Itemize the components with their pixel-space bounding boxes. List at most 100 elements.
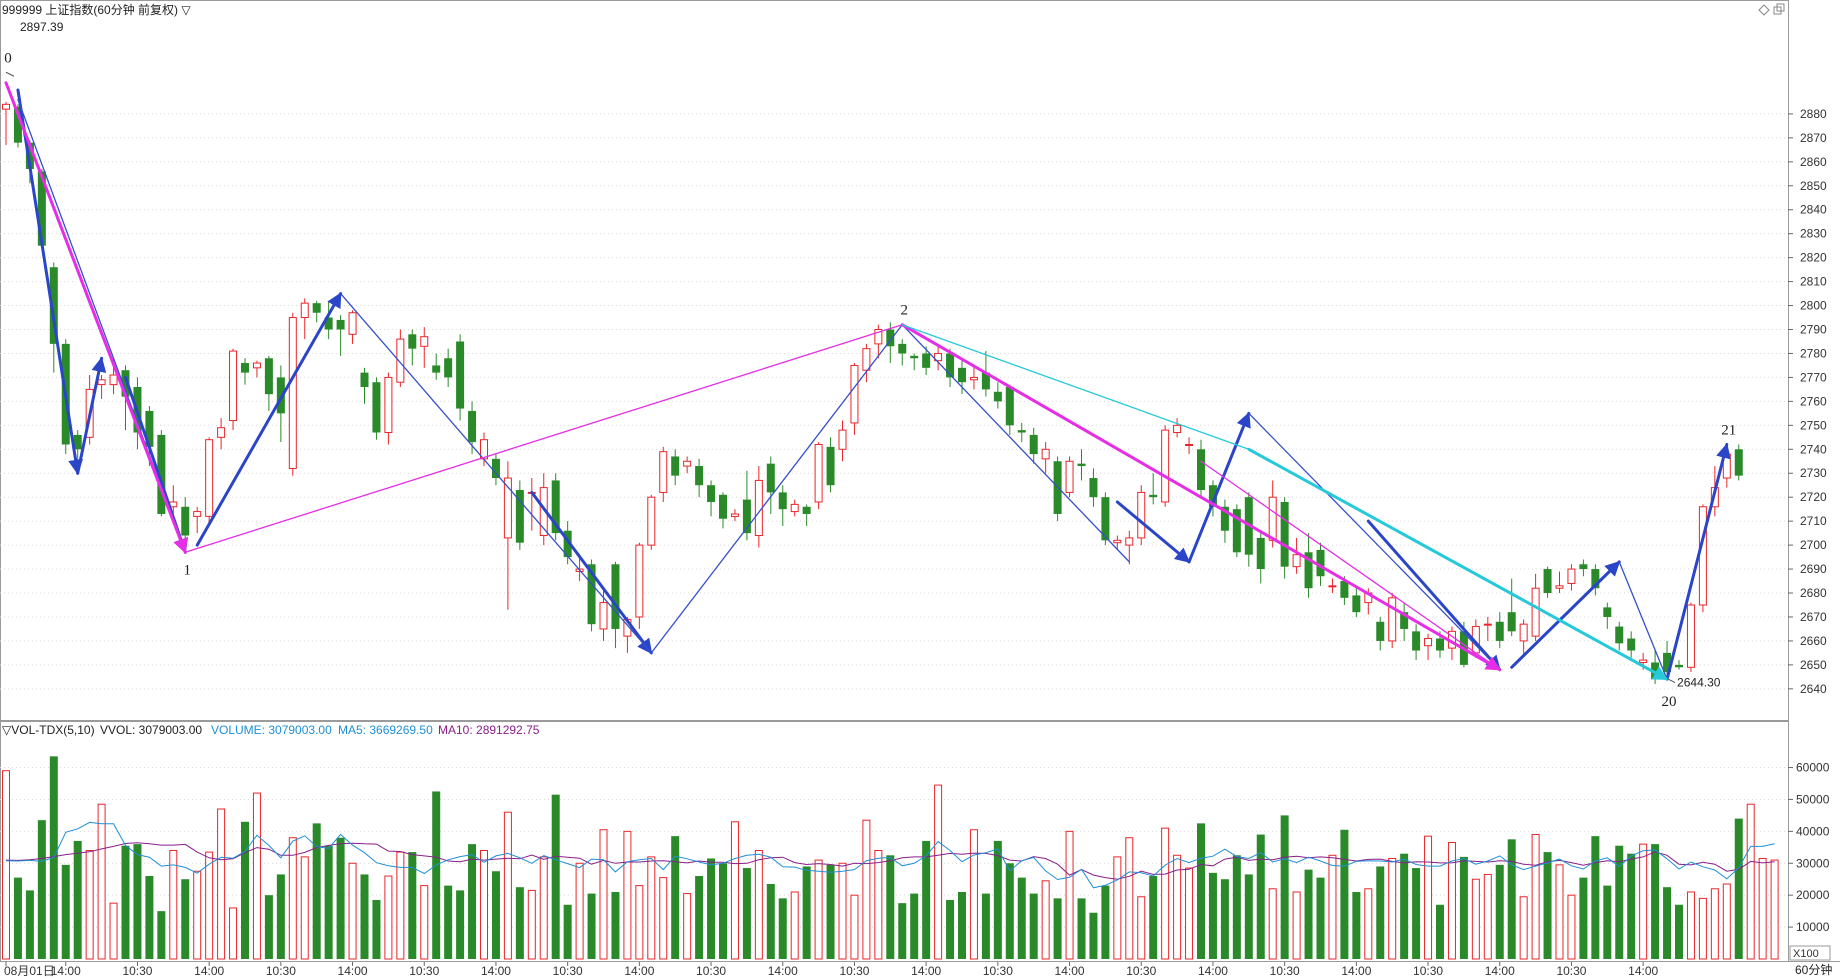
candle-body-down [1412,631,1421,651]
candle-body-up [288,317,297,469]
candle-body-up [229,350,238,422]
candle-body-down [1304,552,1313,589]
candle-body-down [13,106,22,143]
wave-segment-strong [195,292,343,547]
volume-bar-up [1722,883,1731,960]
volume-bar-down [372,899,381,959]
volume-bar-up [1173,854,1182,960]
volume-bar-down [1400,853,1409,959]
candle-body-up [1161,429,1170,503]
volume-bar-down [1316,877,1325,959]
volume-bar-down [910,893,919,959]
volume-bar-down [13,877,22,959]
candle-body-down [1149,494,1158,498]
volume-bar-down [491,871,500,959]
volume-bar-up [1447,842,1456,960]
time-tick-label: 10:30 [1556,964,1586,978]
volume-bar-up [1268,888,1277,960]
price-tick-label: 2750 [1800,418,1827,432]
candle-body-up [420,336,429,347]
time-tick-label: 14:00 [1198,964,1228,978]
price-axis: 2640 2650 2660 2670 2680 2690 2700 2710 2720 2730… [1788,107,1827,696]
wave-label: 2 [901,303,909,319]
candle-body-down [778,492,787,510]
volume-bar-down [778,898,787,959]
diamond-icon[interactable] [1758,4,1770,16]
volume-bar-down [25,890,34,959]
restore-window-icon[interactable] [1773,3,1785,15]
volume-tick-label: 10000 [1796,920,1830,934]
ma10-line [5,842,1775,880]
volume-bar-up [527,889,536,960]
price-tick-label: 2850 [1800,179,1827,193]
volume-bar-down [695,876,704,959]
volume-bar-down [1663,887,1672,959]
volume-bar-up [300,856,309,960]
volume-bar-down [444,885,453,959]
candle-body-down [1663,652,1672,673]
volume-bar-down [551,794,560,959]
candle-body-down [49,267,58,344]
candle-body-down [336,319,345,330]
volume-bar-down [276,874,285,959]
candle-body-down [707,485,716,502]
candle-body-down [1436,638,1444,651]
volume-bar-down [181,879,190,959]
volume-bar-down [145,876,154,959]
candle-body-down [671,456,680,476]
candle-body-down [1232,509,1241,553]
volume-bar-down [73,840,82,959]
volume-bar-up [1065,830,1074,960]
candle-body-up [683,460,692,467]
candlestick-series [2,101,1743,685]
volume-bar-up [683,893,692,960]
ma10-readout: MA10: 2891292.75 [438,723,540,737]
volume-bar-down [898,903,907,959]
time-tick-label: 14:00 [624,964,654,978]
price-tick-label: 2880 [1800,107,1827,121]
price-callout-label: 2644.30 [1677,676,1721,690]
candle-body-down [515,490,524,543]
price-tick-label: 2760 [1800,394,1827,408]
candle-body-up [193,511,202,517]
volume-bar-up [647,856,656,960]
candle-body-down [468,410,477,443]
volume-bar-up [1388,857,1397,960]
volume-bar-down [719,863,727,959]
volume-bar-up [934,784,943,960]
volume-bar-down [456,890,465,959]
candle-body-down [1675,664,1683,668]
candle-body-up [1137,491,1146,539]
price-callout-leader [1666,678,1676,683]
security-title[interactable]: 999999 上证指数(60分钟 前复权) ▽ [2,2,191,17]
volume-bar-down [1436,904,1444,959]
period-label[interactable]: 60分钟 [1795,962,1832,977]
candle-body-down [73,434,82,450]
magenta-trend-strong [900,323,1502,672]
price-tick-label: 2710 [1800,514,1827,528]
volume-bar-up [193,870,202,960]
volume-bar-up [1137,896,1146,960]
candle-body-up [730,513,739,517]
candle-body-up [1268,496,1277,541]
volume-bar-up [599,829,608,960]
volume-axis: 10000 20000 30000 40000 50000 60000 [1788,761,1830,934]
candle-body-down [360,372,369,387]
candle-body-down [742,499,751,534]
wave-segment-strong [1115,500,1191,564]
volume-bar-down [1675,904,1683,959]
volume-bar-down [671,836,680,959]
candle-body-down [1220,506,1229,531]
candle-body-up [934,352,943,362]
volume-indicator-name[interactable]: ▽VOL-TDX(5,10) [2,723,95,737]
volume-bar-up [1424,835,1433,960]
volume-bar-up [1770,859,1779,960]
candle-body-up [1639,659,1648,663]
time-tick-label: 10:30 [839,964,869,978]
volume-bar-up [1710,888,1719,960]
candle-body-up [396,338,405,383]
volume-bar-up [1555,864,1564,960]
candle-body-down [1495,621,1504,641]
candle-body-up [1686,604,1695,668]
volume-bar-up [1125,837,1134,960]
